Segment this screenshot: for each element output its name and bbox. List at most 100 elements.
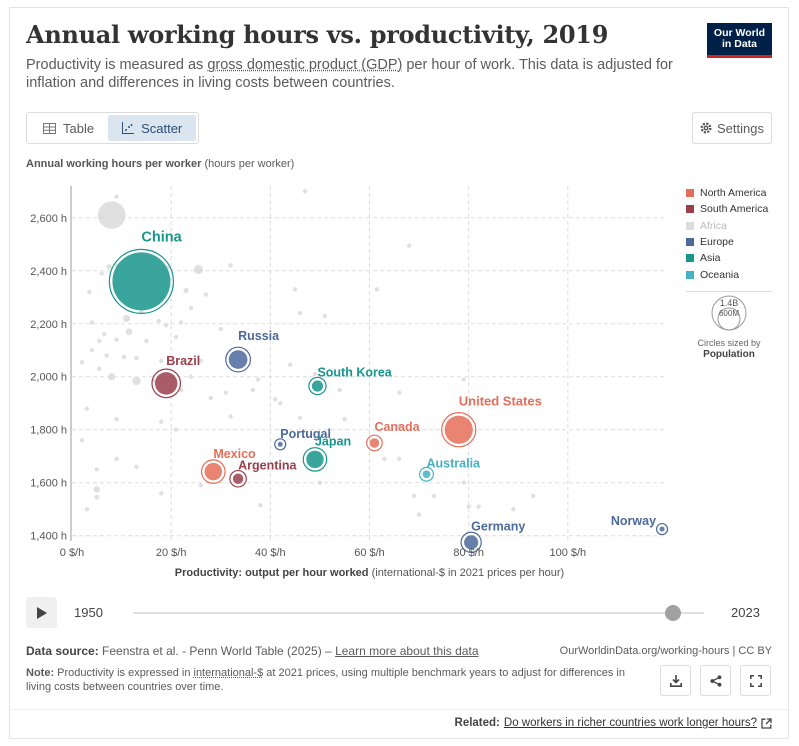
axes: 1,400 h 1,600 h 1,800 h 2,000 h 2,200 h 2,400… [30, 186, 586, 579]
tab-scatter[interactable]: Scatter [108, 115, 197, 141]
gear-icon [700, 122, 712, 134]
y-axis-title-main: Annual working hours per worker [26, 158, 202, 170]
background-country-point [84, 405, 90, 412]
scatter-plot: China Russia Brazil South Korea United State… [30, 186, 669, 579]
australia-halo [419, 466, 434, 482]
learn-more-link[interactable]: Learn more about this data [335, 644, 479, 658]
argentina-halo [229, 469, 247, 488]
background-country-point [89, 319, 95, 326]
footer-divider [10, 709, 788, 710]
australia-label: Australia [427, 456, 482, 470]
timeline-track[interactable] [133, 612, 704, 614]
y-tick-label: 2,600 h [30, 213, 67, 225]
tab-table[interactable]: Table [29, 115, 108, 141]
legend-label: South America [700, 203, 769, 216]
x-axis-title: Productivity: output per hour worked (in… [175, 567, 564, 579]
y-tick-label: 2,400 h [30, 266, 67, 278]
japan-halo [302, 447, 328, 472]
size-legend-caption-text: Circles sized by [697, 338, 761, 348]
x-tick-label: 40 $/h [255, 547, 286, 559]
china-label: China [141, 229, 182, 245]
background-country-point [105, 263, 113, 271]
highlighted-points [108, 248, 669, 553]
x-axis-title-unit: (international-$ in 2021 prices per hour… [369, 567, 565, 579]
background-country-point [98, 270, 105, 277]
y-tick-label: 1,400 h [30, 531, 67, 543]
background-country-point [460, 376, 467, 383]
background-country-point [188, 373, 194, 380]
legend-item[interactable]: Africa [686, 218, 768, 234]
share-icon [709, 674, 721, 687]
background-country-point [163, 322, 170, 328]
canada-halo [366, 434, 383, 452]
legend-label: Oceania [700, 268, 740, 281]
background-country-point [198, 482, 204, 489]
argentina-point [232, 473, 244, 484]
russia-point [228, 350, 248, 369]
legend-swatch [686, 221, 694, 230]
chart-title: Annual working hours vs. productivity, 2… [26, 20, 609, 49]
source-label: Data source: [26, 644, 99, 658]
play-button[interactable] [26, 597, 57, 628]
download-button[interactable] [660, 665, 691, 696]
background-country-point [302, 188, 308, 195]
background-country-point [250, 387, 256, 393]
owid-logo[interactable]: Our World in Data [707, 23, 772, 58]
y-tick-label: 1,800 h [30, 425, 67, 437]
legend-item[interactable]: Europe [686, 234, 768, 250]
timeline-end-year: 2023 [731, 605, 760, 620]
gdp-definition-link[interactable]: gross domestic product (GDP) [207, 57, 403, 73]
related-article-link[interactable]: Do workers in richer countries work long… [503, 717, 757, 729]
norway-point [659, 526, 665, 532]
brazil-point [154, 372, 178, 395]
table-icon [43, 122, 56, 134]
scatter-icon [122, 122, 135, 134]
background-country-point [406, 242, 412, 249]
background-country-point [101, 331, 108, 338]
background-country-point [198, 358, 204, 364]
y-tick-label: 2,000 h [30, 372, 67, 384]
related-article: Related: Do workers in richer countries … [455, 717, 772, 729]
background-country-point [227, 262, 234, 269]
portugal-label: Portugal [280, 427, 331, 441]
background-country-point [96, 365, 103, 372]
background-country-point [158, 490, 165, 497]
legend-swatch [686, 238, 694, 247]
background-country-point [121, 353, 128, 360]
background-country-point [133, 355, 140, 362]
background-country-point [113, 336, 120, 343]
y-tick-label: 1,600 h [30, 478, 67, 490]
background-country-point [107, 372, 116, 381]
australia-point [422, 470, 431, 479]
background-country-point [103, 352, 110, 359]
background-country-point [203, 291, 209, 298]
fullscreen-button[interactable] [740, 665, 771, 696]
background-country-point [255, 376, 261, 383]
south-korea-halo [308, 376, 327, 396]
settings-button[interactable]: Settings [692, 112, 772, 144]
x-tick-label: 60 $/h [354, 547, 385, 559]
share-button[interactable] [700, 665, 731, 696]
source-url[interactable]: OurWorldinData.org/working-hours | CC BY [559, 645, 772, 657]
background-country-point [93, 466, 100, 473]
size-legend-circles: 1.4B 600M [711, 295, 747, 331]
background-country-point [396, 456, 403, 462]
legend-item[interactable]: Asia [686, 250, 768, 266]
background-country-point [475, 503, 482, 510]
legend-item[interactable]: South America [686, 201, 768, 217]
japan-point [306, 450, 324, 469]
legend-item[interactable]: Oceania [686, 266, 768, 282]
background-country-point [182, 287, 190, 294]
background-country-point [287, 362, 293, 368]
international-dollar-link[interactable]: international-$ [193, 667, 264, 679]
background-country-point [297, 415, 303, 421]
background-country-point [113, 416, 120, 422]
legend-label: Asia [700, 252, 721, 265]
legend-item[interactable]: North America [686, 185, 768, 201]
united-states-halo [441, 412, 477, 448]
south-korea-label: South Korea [317, 365, 392, 379]
timeline-handle[interactable] [665, 605, 681, 621]
background-country-point [460, 479, 467, 486]
background-country-point [158, 418, 165, 425]
japan-label: Japan [315, 435, 351, 449]
